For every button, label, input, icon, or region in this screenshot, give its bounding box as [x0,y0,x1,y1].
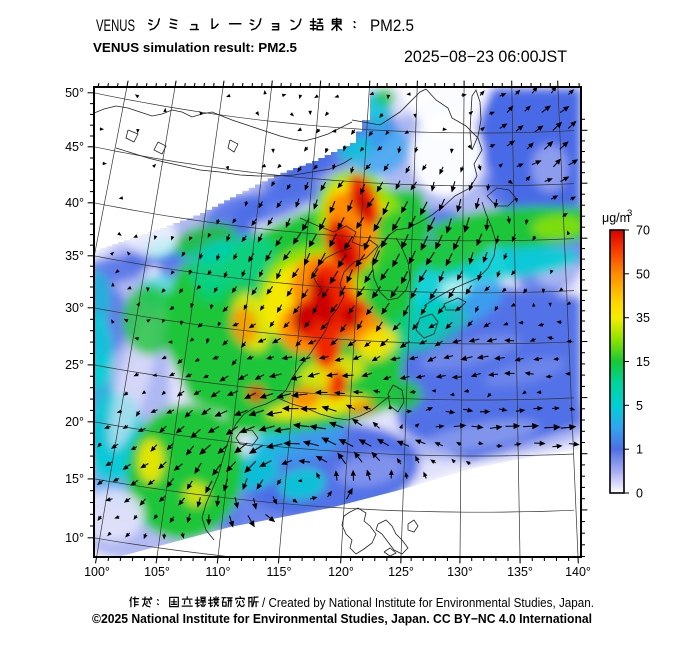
svg-text:1: 1 [636,443,643,457]
svg-text:105°: 105° [144,565,170,579]
svg-text:/ Created by National Institut: / Created by National Institute for Envi… [262,596,594,610]
svg-text:20°: 20° [65,415,84,429]
svg-text:130°: 130° [447,565,473,579]
svg-text:3: 3 [627,208,632,219]
svg-text:100°: 100° [84,565,110,579]
svg-text:125°: 125° [388,565,414,579]
svg-text:PM2.5: PM2.5 [370,16,414,35]
svg-text:70: 70 [636,224,650,238]
svg-text:25°: 25° [65,358,84,372]
svg-text:45°: 45° [65,140,84,154]
svg-text:©2025 National Institute for E: ©2025 National Institute for Environment… [92,612,592,626]
svg-text:115°: 115° [267,565,292,579]
svg-text:120°: 120° [328,565,354,579]
svg-text:5: 5 [636,399,643,413]
svg-text:μg/m: μg/m [602,211,630,225]
svg-text:15°: 15° [65,472,84,486]
svg-text:30°: 30° [65,301,84,315]
svg-text:35°: 35° [65,249,84,263]
svg-text:15: 15 [636,355,650,369]
svg-text:50: 50 [636,267,650,281]
svg-text:VENUS simulation result: PM2.5: VENUS simulation result: PM2.5 [93,41,297,55]
svg-text:2025−08−23 06:00JST: 2025−08−23 06:00JST [404,48,567,66]
svg-text:40°: 40° [65,196,84,210]
svg-text:0: 0 [636,487,643,501]
svg-text:35: 35 [636,311,650,325]
svg-text:VENUS: VENUS [96,16,135,35]
svg-text:135°: 135° [507,565,533,579]
svg-text:140°: 140° [565,565,591,579]
svg-text:110°: 110° [206,565,231,579]
svg-text:10°: 10° [65,531,84,545]
svg-text:50°: 50° [65,86,84,100]
